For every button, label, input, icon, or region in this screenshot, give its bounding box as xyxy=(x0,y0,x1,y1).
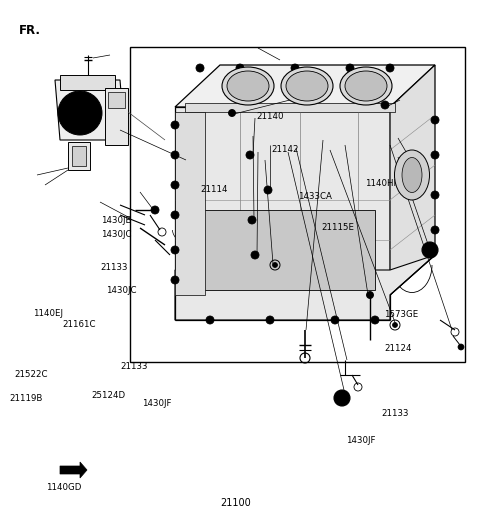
Text: 21133: 21133 xyxy=(120,362,147,372)
Circle shape xyxy=(347,71,353,79)
Circle shape xyxy=(381,101,389,109)
Circle shape xyxy=(171,181,179,189)
Circle shape xyxy=(334,390,350,406)
Ellipse shape xyxy=(402,158,422,192)
Circle shape xyxy=(346,64,354,72)
Circle shape xyxy=(228,110,236,116)
Polygon shape xyxy=(390,65,435,295)
Text: 1430JB: 1430JB xyxy=(101,215,132,225)
Ellipse shape xyxy=(395,150,430,200)
Text: 1430JC: 1430JC xyxy=(101,230,132,239)
Polygon shape xyxy=(175,112,205,295)
Bar xyxy=(72,146,86,166)
Circle shape xyxy=(431,226,439,234)
Text: 21119B: 21119B xyxy=(10,394,43,403)
Circle shape xyxy=(266,316,274,324)
Circle shape xyxy=(171,211,179,219)
Text: 21140: 21140 xyxy=(257,112,284,121)
Text: 1430JF: 1430JF xyxy=(142,399,171,408)
Circle shape xyxy=(196,64,204,72)
Text: 21133: 21133 xyxy=(101,263,128,272)
Circle shape xyxy=(367,291,373,299)
Circle shape xyxy=(426,246,434,254)
Polygon shape xyxy=(200,210,375,290)
Circle shape xyxy=(331,316,339,324)
Circle shape xyxy=(67,100,93,126)
Text: 21133: 21133 xyxy=(382,409,409,419)
Text: 21161C: 21161C xyxy=(62,320,96,330)
Text: 1573GE: 1573GE xyxy=(384,310,418,319)
Circle shape xyxy=(171,151,179,159)
Polygon shape xyxy=(60,462,87,478)
Polygon shape xyxy=(175,107,390,295)
Polygon shape xyxy=(60,75,115,90)
Bar xyxy=(130,47,465,362)
Circle shape xyxy=(273,263,277,267)
Ellipse shape xyxy=(222,67,274,105)
Circle shape xyxy=(171,246,179,254)
Text: 21142: 21142 xyxy=(271,145,299,154)
Circle shape xyxy=(151,206,159,214)
Circle shape xyxy=(386,64,394,72)
Polygon shape xyxy=(55,80,125,140)
Text: 1430JF: 1430JF xyxy=(346,435,375,445)
Polygon shape xyxy=(105,88,128,145)
Polygon shape xyxy=(108,92,125,108)
Polygon shape xyxy=(175,255,435,320)
Circle shape xyxy=(414,171,422,179)
Circle shape xyxy=(58,91,102,135)
Circle shape xyxy=(171,276,179,284)
Bar xyxy=(68,142,90,170)
Circle shape xyxy=(458,344,464,350)
Circle shape xyxy=(206,316,214,324)
Ellipse shape xyxy=(345,71,387,101)
Ellipse shape xyxy=(340,67,392,105)
Circle shape xyxy=(422,242,438,258)
Polygon shape xyxy=(175,65,435,107)
Text: 21114: 21114 xyxy=(201,185,228,194)
Ellipse shape xyxy=(227,71,269,101)
Text: 21100: 21100 xyxy=(220,498,251,508)
Circle shape xyxy=(264,186,272,194)
Circle shape xyxy=(371,316,379,324)
Text: 21522C: 21522C xyxy=(14,370,48,379)
Text: 21115E: 21115E xyxy=(322,223,355,233)
Circle shape xyxy=(393,322,397,328)
Polygon shape xyxy=(185,103,395,112)
Text: 1140GD: 1140GD xyxy=(46,483,81,492)
Circle shape xyxy=(171,121,179,129)
Circle shape xyxy=(75,108,85,118)
Circle shape xyxy=(251,251,259,259)
Circle shape xyxy=(431,191,439,199)
Text: 1433CA: 1433CA xyxy=(298,192,332,201)
Circle shape xyxy=(338,394,346,402)
Circle shape xyxy=(246,151,254,159)
Ellipse shape xyxy=(286,71,328,101)
Text: 1140EJ: 1140EJ xyxy=(33,309,62,318)
Text: 25124D: 25124D xyxy=(91,391,125,400)
Circle shape xyxy=(248,216,256,224)
Text: 1430JC: 1430JC xyxy=(106,286,136,296)
Circle shape xyxy=(291,64,299,72)
Text: 21124: 21124 xyxy=(384,344,411,353)
Text: 1140HH: 1140HH xyxy=(365,179,400,188)
Circle shape xyxy=(236,64,244,72)
Circle shape xyxy=(431,116,439,124)
Text: FR.: FR. xyxy=(19,24,41,37)
Circle shape xyxy=(431,151,439,159)
Ellipse shape xyxy=(281,67,333,105)
